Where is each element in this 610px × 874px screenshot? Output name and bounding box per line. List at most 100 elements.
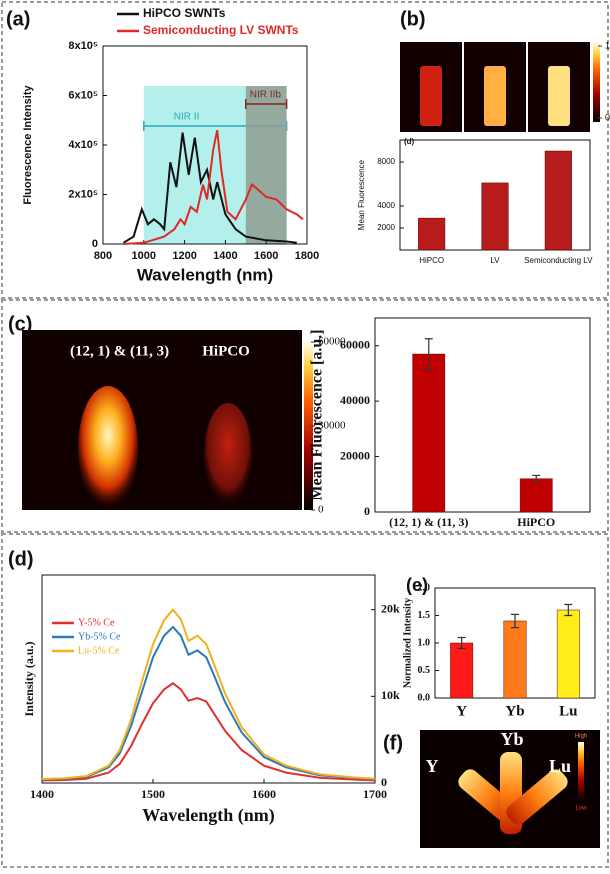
image-label: Y <box>426 756 439 776</box>
y-axis-label: Fluorescence Intensity <box>22 85 34 205</box>
y-tick-label: 4000 <box>377 201 395 210</box>
y-axis-label: Intensity (a.u.) <box>22 641 36 716</box>
line-series <box>41 608 376 781</box>
colorbar-tick-label: 0 <box>605 112 610 122</box>
bar <box>544 150 572 251</box>
x-tick-label: 800 <box>94 250 112 262</box>
x-tick-label: LV <box>490 256 500 265</box>
tube <box>506 769 568 825</box>
bar <box>556 609 580 699</box>
image-b <box>400 42 600 132</box>
panel-label: (a) <box>6 8 30 30</box>
region-label: NIR II <box>174 112 200 123</box>
chart: (e) 0.0 0.5 1.0 1.5 2.0 Normalized Intensity Y Y… <box>402 575 596 719</box>
bar <box>503 620 527 699</box>
y-tick-label: 10k <box>381 688 400 702</box>
legend-label: Yb-5% Ce <box>78 631 121 642</box>
colorbar-tick-label: 60000 <box>318 336 346 348</box>
section-border <box>1 533 609 868</box>
x-tick-label: 1500 <box>141 787 165 801</box>
y-tick-label: 0.0 <box>418 692 431 703</box>
chart: (d) 0 10k 20k Intensity (a.u.) 1400 1500 1600 17… <box>8 548 400 826</box>
region <box>245 86 287 244</box>
plot-frame <box>41 574 376 784</box>
chart: (d) 2000 4000 8000 Mean Fluorescence HiPCO LV S… <box>357 137 593 265</box>
error-bar <box>564 603 573 617</box>
panel-label: (b) <box>400 8 426 30</box>
colorbar-tick-label: 1 <box>605 40 610 50</box>
bar <box>519 478 553 513</box>
image-c <box>22 330 313 510</box>
error-bar <box>457 636 466 650</box>
bar <box>450 642 474 699</box>
section-border <box>1 1 609 299</box>
image <box>204 403 252 507</box>
y-tick-label: 8x10⁵ <box>68 40 98 52</box>
error-bar <box>532 474 541 483</box>
bar <box>418 217 446 251</box>
y-tick-label: 4x10⁵ <box>68 139 98 151</box>
x-tick-label: Y <box>456 703 467 719</box>
x-tick-label: HiPCO <box>517 515 555 529</box>
image-label: HiPCO <box>202 343 250 359</box>
x-tick-label: 1400 <box>30 787 54 801</box>
legend-label: Lu-5% Ce <box>78 645 120 656</box>
bar <box>481 182 509 251</box>
y-tick-label: 6x10⁵ <box>68 89 98 101</box>
y-tick-label: 2x10⁵ <box>68 188 98 200</box>
y-axis-label: Normalized Intensity <box>402 598 413 688</box>
x-tick-label: HiPCO <box>419 256 444 265</box>
y-axis-label: Mean Fluorescence [a.u.] <box>309 329 326 500</box>
x-tick-label: 1600 <box>254 250 278 262</box>
error-bar <box>511 613 519 629</box>
colorbar-tick-label: 30000 <box>318 420 346 432</box>
x-tick-label: 1800 <box>295 250 319 262</box>
colorbar <box>304 342 313 510</box>
colorbar-label: High <box>575 734 587 740</box>
line-series <box>41 625 376 781</box>
y-tick-label: 2000 <box>377 223 395 232</box>
line-series <box>41 682 376 782</box>
image-label: (12, 1) & (11, 3) <box>70 343 169 359</box>
panel-label: (d) <box>8 548 34 570</box>
line-series <box>123 130 304 245</box>
x-tick-label: 1700 <box>363 787 387 801</box>
image-f <box>420 730 600 848</box>
x-tick-label: Lu <box>559 703 577 719</box>
y-tick-label: 1.0 <box>418 637 431 648</box>
y-tick-label: 8000 <box>377 157 395 166</box>
image <box>78 386 138 510</box>
y-tick-label: 60000 <box>340 337 370 351</box>
x-tick-label: 1200 <box>172 250 196 262</box>
panel-label: (e) <box>406 575 428 595</box>
y-tick-label: 0 <box>364 504 370 518</box>
image <box>420 66 442 126</box>
x-tick-label: 1600 <box>252 787 276 801</box>
y-tick-label: 1.5 <box>418 610 431 621</box>
y-tick-label: 0.5 <box>418 665 431 676</box>
y-tick-label: 20k <box>381 601 400 615</box>
section-border <box>1 299 609 533</box>
colorbar-tick-label: 0 <box>318 504 324 516</box>
line-series <box>122 132 297 244</box>
colorbar-label: Low <box>575 806 587 812</box>
y-tick-label: 40000 <box>340 393 370 407</box>
x-tick-label: 1400 <box>213 250 237 262</box>
image-label: Lu <box>549 756 571 776</box>
legend-label: HiPCO SWNTs <box>143 6 226 20</box>
x-tick-label: Yb <box>505 703 524 719</box>
colorbar <box>593 42 600 122</box>
y-tick-label: 0 <box>92 238 98 250</box>
panel-label: (c) <box>8 313 32 335</box>
y-tick-label: 2.0 <box>418 582 431 593</box>
y-tick-label: 20000 <box>340 448 370 462</box>
x-axis-label: Wavelength (nm) <box>137 265 273 284</box>
y-axis-label: Mean Fluorescence <box>357 159 366 230</box>
legend-label: Semiconducting LV SWNTs <box>143 23 299 37</box>
x-tick-label: (12, 1) & (11, 3) <box>389 515 468 529</box>
x-tick-label: Semiconducting LV <box>524 256 593 265</box>
image <box>484 66 506 126</box>
panel-label: (f) <box>383 732 403 754</box>
